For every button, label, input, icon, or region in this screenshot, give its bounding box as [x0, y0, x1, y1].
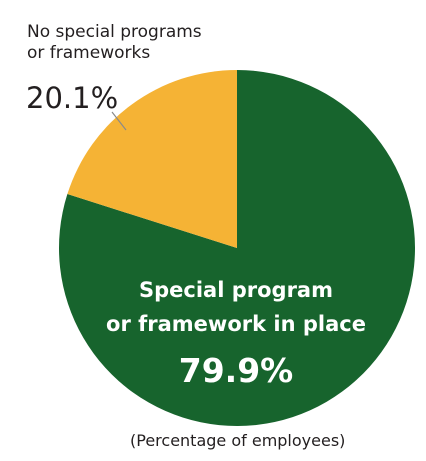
slice-0-value: 79.9% — [179, 351, 294, 390]
slice-1-label-line-2: or frameworks — [27, 43, 150, 63]
slice-0-label-line-1: Special program — [139, 278, 333, 302]
slice-1-label-line-1: No special programs — [27, 22, 202, 42]
slice-0-label-line-2: or framework in place — [106, 312, 366, 336]
chart-note: (Percentage of employees) — [130, 431, 345, 450]
slice-1-value: 20.1% — [26, 81, 118, 115]
